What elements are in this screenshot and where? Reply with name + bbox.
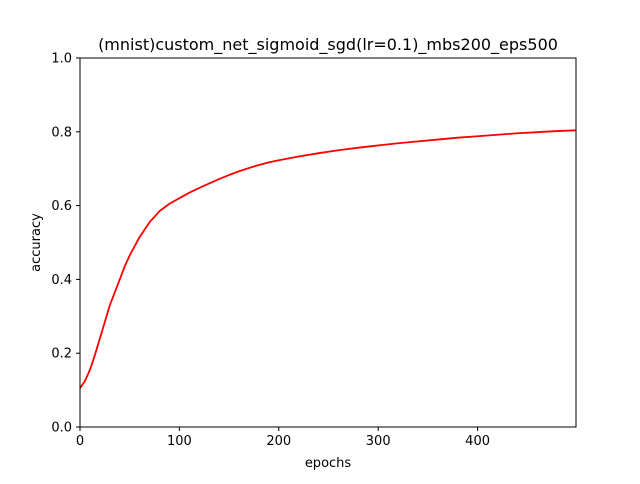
y-tick-label: 0.2: [51, 347, 72, 362]
y-axis-ticks: 0.0 0.2 0.4 0.6 0.8 1.0: [51, 52, 80, 436]
y-tick-label: 0.8: [51, 125, 72, 140]
x-axis-label: epochs: [305, 456, 352, 471]
x-tick-label: 100: [167, 434, 192, 449]
y-tick-label: 1.0: [51, 52, 72, 67]
x-tick-label: 300: [366, 434, 391, 449]
y-tick-label: 0.0: [51, 421, 72, 436]
x-tick-label: 0: [76, 434, 84, 449]
plot-frame: [79, 57, 577, 428]
x-tick-label: 200: [266, 434, 291, 449]
x-tick-label: 400: [465, 434, 490, 449]
y-tick-label: 0.4: [51, 273, 72, 288]
y-axis-label: accuracy: [29, 213, 44, 272]
chart-title: (mnist)custom_net_sigmoid_sgd(lr=0.1)_mb…: [98, 35, 558, 55]
x-axis-ticks: 0 100 200 300 400: [76, 427, 490, 449]
y-tick-label: 0.6: [51, 199, 72, 214]
accuracy-series-line: [79, 129, 577, 389]
